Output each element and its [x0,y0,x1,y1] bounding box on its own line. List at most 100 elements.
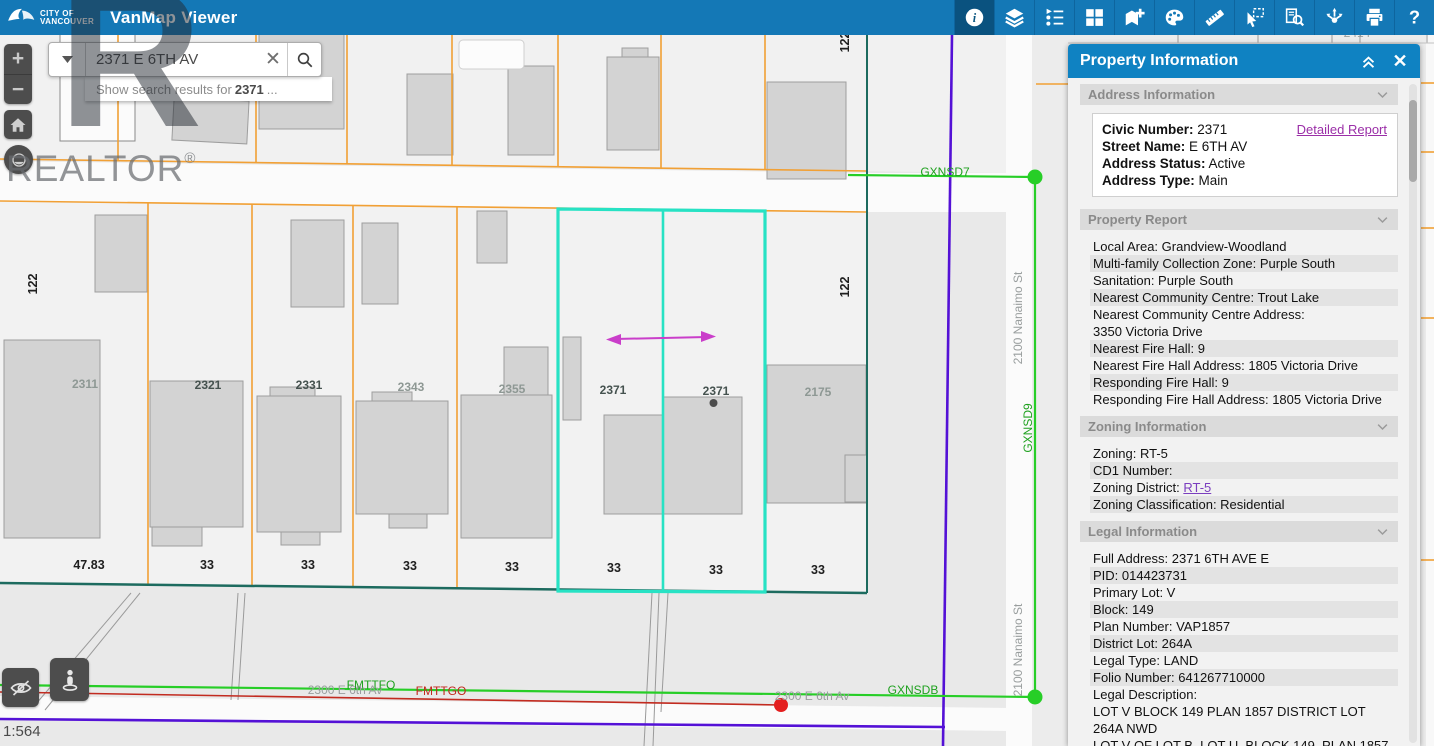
search-button[interactable] [287,43,321,76]
panel-row: Full Address: 2371 6TH AVE E [1093,551,1270,566]
app-title: VanMap Viewer [110,7,238,27]
direction-arrow [606,331,716,345]
svg-text:?: ? [1409,7,1420,28]
suggestion-prefix: Show search results for [96,81,232,97]
help-icon: ? [1409,7,1420,28]
search-suggestion[interactable]: Show search results for 2371 ... [85,77,332,101]
legend-icon [1046,8,1064,26]
map-scale: 1:564 [3,723,41,740]
chevrons-up-icon [1362,55,1374,68]
zoom-in-button[interactable]: + [11,47,25,70]
select-icon [1247,8,1264,28]
panel-row: Nearest Fire Hall Address: 1805 Victoria… [1093,358,1358,373]
share-icon [1326,7,1343,23]
detailed-report-link[interactable]: Detailed Report [1296,122,1387,137]
share-tool-button[interactable] [1314,0,1354,35]
panel-title: Property Information [1080,52,1239,69]
home-icon [10,117,26,132]
panel-row: Sanitation: Purple South [1093,273,1234,288]
address-information-box: Detailed Report Civic Number: 2371 Street… [1092,113,1398,197]
draw-tool-button[interactable] [1154,0,1194,35]
panel-scrollbar [1409,84,1417,743]
zoom-out-button[interactable]: − [4,74,32,104]
eye-slash-icon [9,679,32,696]
toolbar: i? [954,0,1434,35]
utility-line-green [0,169,1043,705]
svg-text:i: i [973,11,977,25]
section-header-legal[interactable]: Legal Information [1080,521,1398,542]
address-field: Street Name: E 6TH AV [1102,139,1248,154]
panel-row: Nearest Community Centre: Trout Lake [1090,289,1398,306]
draw-icon [1165,9,1184,26]
search-type-dropdown[interactable] [49,43,86,76]
logo-leaf-icon [8,8,35,21]
search-bar: ✕ [48,42,322,77]
panel-body: Address Information Detailed Report Civi… [1068,78,1406,746]
panel-row: Responding Fire Hall Address: 1805 Victo… [1093,392,1382,407]
collapse-panel-button[interactable] [1352,44,1384,78]
panel-row: Nearest Community Centre Address: 3350 V… [1093,307,1305,339]
panel-row: Zoning Classification: Residential [1090,496,1398,513]
street-view-button[interactable] [50,658,89,701]
swipe-tool-button[interactable] [2,668,39,707]
search-input[interactable] [86,43,259,76]
info-icon: i [965,8,984,27]
query-tool-button[interactable] [1274,0,1314,35]
clear-search-icon[interactable]: ✕ [265,49,281,70]
compass-icon [11,152,26,167]
section-header-address[interactable]: Address Information [1080,84,1398,105]
address-field: Address Type: Main [1102,173,1228,188]
panel-header: Property Information ✕ [1068,44,1420,78]
app-header: CITY OF VANCOUVER VanMap Viewer i? [0,0,1434,35]
panel-row: Zoning: RT-5 [1093,446,1168,461]
panel-row: Local Area: Grandview-Woodland [1093,239,1287,254]
add-data-tool-button[interactable] [1114,0,1154,35]
panel-row: PID: 014423731 [1090,567,1398,584]
panel-row: Nearest Fire Hall: 9 [1090,340,1398,357]
select-tool-button[interactable] [1234,0,1274,35]
address-fields: Civic Number: 2371 Street Name: E 6TH AV A… [1102,121,1388,189]
basemap-icon [1086,9,1103,26]
scrollbar-thumb[interactable] [1409,100,1417,182]
panel-row: Folio Number: 641267710000 [1090,669,1398,686]
logo-text-bottom: VANCOUVER [40,16,95,26]
layers-tool-button[interactable] [994,0,1034,35]
panel-row: Legal Type: LAND [1093,653,1199,668]
search-icon [297,52,312,67]
panel-row: Responding Fire Hall: 9 [1090,374,1398,391]
selected-parcel-highlight [556,207,767,594]
chevron-down-icon [1377,92,1388,99]
chevron-down-icon [1377,424,1388,431]
zoning-rows: Zoning: RT-5 CD1 Number: Zoning District: … [1090,445,1398,513]
legend-tool-button[interactable] [1034,0,1074,35]
panel-row: CD1 Number: [1090,462,1398,479]
print-tool-button[interactable] [1354,0,1394,35]
home-extent-button[interactable] [4,110,32,139]
layers-icon [1005,8,1024,28]
panel-row: Block: 149 [1090,601,1398,618]
locate-button[interactable] [4,145,33,174]
measure-tool-button[interactable] [1194,0,1234,35]
property-information-panel: Property Information ✕ Address Informati… [1068,44,1420,746]
section-header-property-report[interactable]: Property Report [1080,209,1398,230]
utility-line-red [0,691,788,712]
panel-row: Zoning District: RT-5 [1093,480,1212,495]
info-tool-button[interactable]: i [954,0,994,35]
chevron-down-icon [1377,529,1388,536]
address-point-marker [709,399,718,407]
panel-row: Legal Description: LOT V BLOCK 149 PLAN … [1093,687,1393,746]
panel-row: District Lot: 264A [1090,635,1398,652]
panel-row: Primary Lot: V [1093,585,1176,600]
address-field: Civic Number: 2371 [1102,122,1228,137]
query-icon [1285,8,1305,27]
close-panel-button[interactable]: ✕ [1384,44,1416,78]
zoning-district-link[interactable]: RT-5 [1183,480,1212,495]
section-header-zoning[interactable]: Zoning Information [1080,416,1398,437]
chevron-down-icon [61,56,73,63]
chevron-down-icon [1377,217,1388,224]
basemap-tool-button[interactable] [1074,0,1114,35]
add-data-icon [1125,8,1145,26]
help-tool-button[interactable]: ? [1394,0,1434,35]
logo-text-top: CITY OF [40,8,75,18]
